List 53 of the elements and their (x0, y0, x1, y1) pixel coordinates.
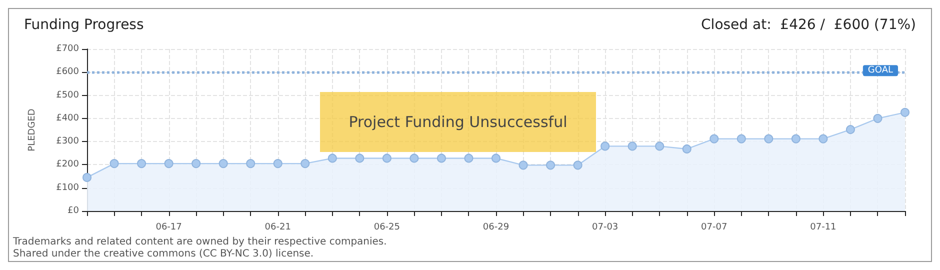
point (137, 159, 146, 168)
notice-banner: Project Funding Unsuccessful (320, 92, 596, 152)
ref-line-label: GOAL (868, 66, 893, 76)
y-tick-label: £200 (56, 160, 80, 170)
x-tick-label: 07-11 (810, 222, 836, 232)
x-tick-label: 06-29 (482, 222, 510, 232)
point (464, 154, 474, 163)
x-tick-label: 06-25 (374, 222, 400, 232)
y-tick-label: £500 (56, 90, 80, 100)
x-tick-label: 06-21 (264, 222, 291, 232)
point (300, 159, 310, 168)
x-tick-label: 07-07 (701, 222, 728, 232)
point (764, 134, 774, 144)
point (492, 154, 500, 163)
chart-title: Funding Progress (24, 17, 144, 33)
point (246, 159, 256, 168)
point (682, 144, 692, 154)
text: Trademarks and related content are owned by their respective companies. (12, 236, 387, 248)
point (192, 159, 201, 168)
point (410, 154, 419, 163)
chart-subtitle: Closed at: £426 / £600 (71%) (701, 17, 916, 33)
point (873, 114, 882, 123)
point (110, 159, 119, 168)
text: Shared under the creative commons (CC BY-NC 3.0) license. (13, 248, 314, 260)
point (846, 125, 855, 134)
y-tick-label: £0 (68, 206, 80, 216)
x-tick-label: 06-17 (156, 222, 182, 232)
y-tick-label: £400 (56, 113, 80, 124)
point (518, 160, 528, 170)
point (818, 134, 828, 144)
point (573, 160, 582, 170)
point (164, 159, 174, 168)
point (355, 154, 364, 163)
point (900, 108, 910, 117)
point (791, 134, 800, 144)
point (436, 154, 446, 163)
point (273, 159, 282, 168)
point (218, 159, 228, 168)
y-tick-label: £300 (56, 136, 80, 147)
x-tick-label: 07-03 (592, 222, 618, 232)
point (736, 134, 746, 144)
point (382, 154, 392, 163)
y-tick-label: £700 (56, 44, 80, 54)
point (628, 142, 637, 151)
point (82, 172, 92, 182)
y-axis-title: PLEDGED (28, 108, 38, 152)
point (655, 142, 664, 151)
y-tick-label: £600 (56, 67, 80, 78)
point (600, 142, 610, 151)
point (546, 160, 556, 170)
point (328, 154, 337, 163)
point (710, 134, 719, 144)
y-tick-label: £100 (56, 182, 80, 193)
